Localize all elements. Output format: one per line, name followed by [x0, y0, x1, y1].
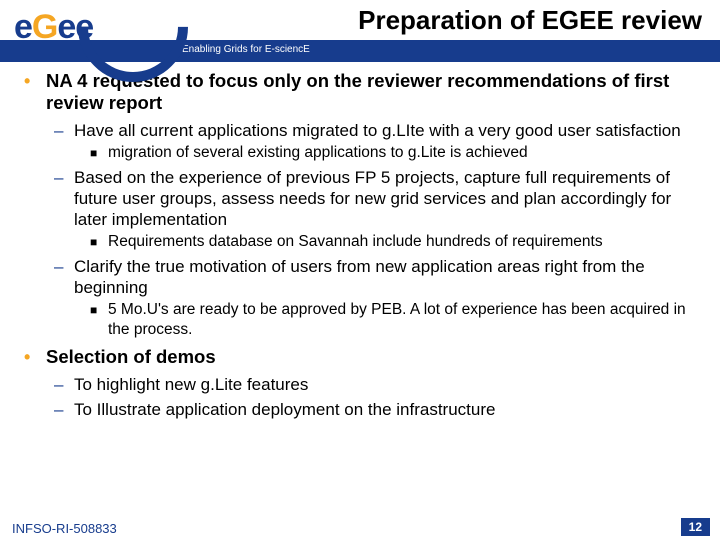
bullet-marker-icon: •	[24, 70, 46, 114]
bullet-marker-icon: –	[54, 120, 74, 141]
bullet-text: Selection of demos	[46, 346, 216, 368]
bullet-level-1: • Selection of demos	[24, 346, 700, 368]
bullet-marker-icon: –	[54, 374, 74, 395]
bullet-marker-icon: –	[54, 167, 74, 230]
egee-logo: e G ee	[0, 0, 180, 62]
footer-reference: INFSO-RI-508833	[12, 521, 117, 536]
logo-text: e G ee	[14, 8, 93, 47]
logo-letter-ee: ee	[57, 8, 93, 47]
logo-letter-e: e	[14, 8, 32, 47]
bullet-text: migration of several existing applicatio…	[108, 143, 528, 163]
slide-header: Preparation of EGEE review Enabling Grid…	[0, 0, 720, 62]
bullet-text: Requirements database on Savannah includ…	[108, 232, 603, 252]
bullet-text: Based on the experience of previous FP 5…	[74, 167, 700, 230]
bullet-text: To Illustrate application deployment on …	[74, 399, 495, 420]
subtitle-text: Enabling Grids for E-sciencE	[182, 44, 310, 55]
bullet-marker-icon: ■	[90, 232, 108, 252]
bullet-level-3: ■ 5 Mo.U's are ready to be approved by P…	[90, 300, 700, 340]
bullet-level-2: – Have all current applications migrated…	[54, 120, 700, 141]
slide-footer: INFSO-RI-508833 12	[0, 516, 720, 540]
bullet-text: Clarify the true motivation of users fro…	[74, 256, 700, 298]
bullet-marker-icon: •	[24, 346, 46, 368]
logo-letter-g: G	[32, 8, 57, 47]
bullet-level-2: – To highlight new g.Lite features	[54, 374, 700, 395]
slide-content: • NA 4 requested to focus only on the re…	[24, 70, 700, 512]
bullet-marker-icon: –	[54, 399, 74, 420]
bullet-level-3: ■ migration of several existing applicat…	[90, 143, 700, 163]
bullet-text: 5 Mo.U's are ready to be approved by PEB…	[108, 300, 700, 340]
bullet-marker-icon: ■	[90, 300, 108, 340]
bullet-level-2: – To Illustrate application deployment o…	[54, 399, 700, 420]
bullet-level-3: ■ Requirements database on Savannah incl…	[90, 232, 700, 252]
bullet-text: Have all current applications migrated t…	[74, 120, 681, 141]
bullet-level-2: – Clarify the true motivation of users f…	[54, 256, 700, 298]
slide-title: Preparation of EGEE review	[358, 5, 702, 36]
bullet-marker-icon: ■	[90, 143, 108, 163]
bullet-text: To highlight new g.Lite features	[74, 374, 308, 395]
bullet-level-2: – Based on the experience of previous FP…	[54, 167, 700, 230]
bullet-marker-icon: –	[54, 256, 74, 298]
page-number: 12	[681, 518, 710, 536]
